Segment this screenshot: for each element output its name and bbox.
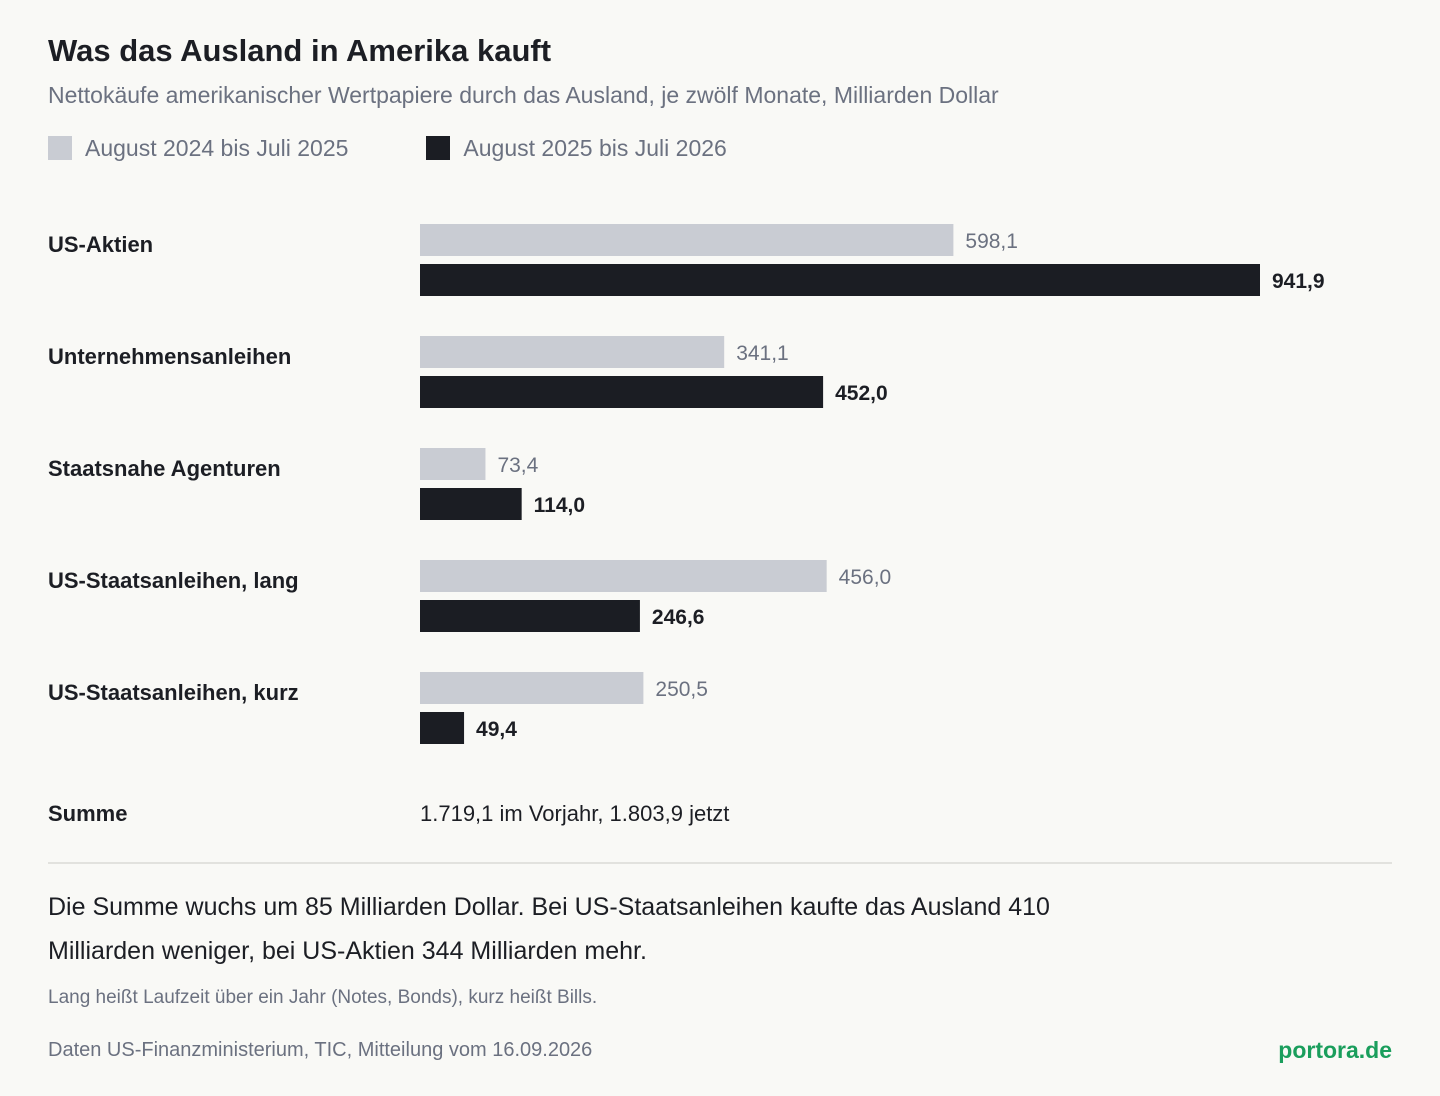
- value-label-previous-us-staatsanleihen-kurz: 250,5: [655, 678, 708, 701]
- bar-previous-us-aktien: [420, 224, 954, 256]
- bar-previous-us-staatsanleihen-lang: [420, 560, 827, 592]
- legend-item-current: August 2025 bis Juli 2026: [426, 134, 727, 162]
- legend-label-current: August 2025 bis Juli 2026: [463, 134, 727, 161]
- value-label-current-unternehmensanleihen: 452,0: [835, 382, 888, 405]
- divider: [48, 862, 1392, 864]
- value-label-previous-staatsnahe-agenturen: 73,4: [497, 454, 538, 477]
- value-label-previous-us-staatsanleihen-lang: 456,0: [839, 566, 892, 589]
- total-label: Summe: [48, 801, 128, 826]
- bar-previous-us-staatsanleihen-kurz: [420, 672, 644, 704]
- category-label-us-staatsanleihen-lang: US-Staatsanleihen, lang: [48, 568, 299, 593]
- value-label-previous-unternehmensanleihen: 341,1: [736, 342, 789, 365]
- footnote: Lang heißt Laufzeit über ein Jahr (Notes…: [48, 987, 598, 1008]
- bar-current-unternehmensanleihen: [420, 376, 824, 408]
- legend-label-previous: August 2024 bis Juli 2025: [85, 134, 349, 161]
- bar-current-us-aktien: [420, 264, 1260, 296]
- bar-chart: US-Aktien 598,1 941,9 Unternehmensanleihen 3…: [48, 224, 1325, 744]
- summary-text: Die Summe wuchs um 85 Milliarden Dollar.…: [48, 893, 1050, 965]
- category-label-us-staatsanleihen-kurz: US-Staatsanleihen, kurz: [48, 680, 299, 705]
- total-text: 1.719,1 im Vorjahr, 1.803,9 jetzt: [420, 801, 730, 826]
- category-label-unternehmensanleihen: Unternehmensanleihen: [48, 344, 291, 369]
- brand-link[interactable]: portora.de: [1278, 1037, 1392, 1063]
- chart-subtitle: Nettokäufe amerikanischer Wertpapiere du…: [48, 82, 999, 108]
- bar-current-us-staatsanleihen-kurz: [420, 712, 465, 744]
- legend-swatch-current: [426, 136, 451, 160]
- bar-previous-staatsnahe-agenturen: [420, 448, 486, 480]
- source-note: Daten US-Finanzministerium, TIC, Mitteil…: [48, 1039, 593, 1061]
- bar-previous-unternehmensanleihen: [420, 336, 725, 368]
- bar-current-staatsnahe-agenturen: [420, 488, 522, 520]
- legend-item-previous: August 2024 bis Juli 2025: [48, 135, 348, 162]
- value-label-current-us-aktien: 941,9: [1272, 270, 1325, 293]
- bar-current-us-staatsanleihen-lang: [420, 600, 640, 632]
- chart-title: Was das Ausland in Amerika kauft: [48, 33, 552, 68]
- category-label-us-aktien: US-Aktien: [48, 232, 153, 257]
- value-label-previous-us-aktien: 598,1: [965, 230, 1018, 253]
- value-label-current-us-staatsanleihen-lang: 246,6: [652, 606, 705, 629]
- value-label-current-us-staatsanleihen-kurz: 49,4: [476, 718, 517, 741]
- category-label-staatsnahe-agenturen: Staatsnahe Agenturen: [48, 456, 281, 481]
- legend-swatch-previous: [48, 136, 72, 160]
- value-label-current-staatsnahe-agenturen: 114,0: [534, 494, 585, 517]
- legend: August 2024 bis Juli 2025 August 2025 bi…: [48, 133, 805, 163]
